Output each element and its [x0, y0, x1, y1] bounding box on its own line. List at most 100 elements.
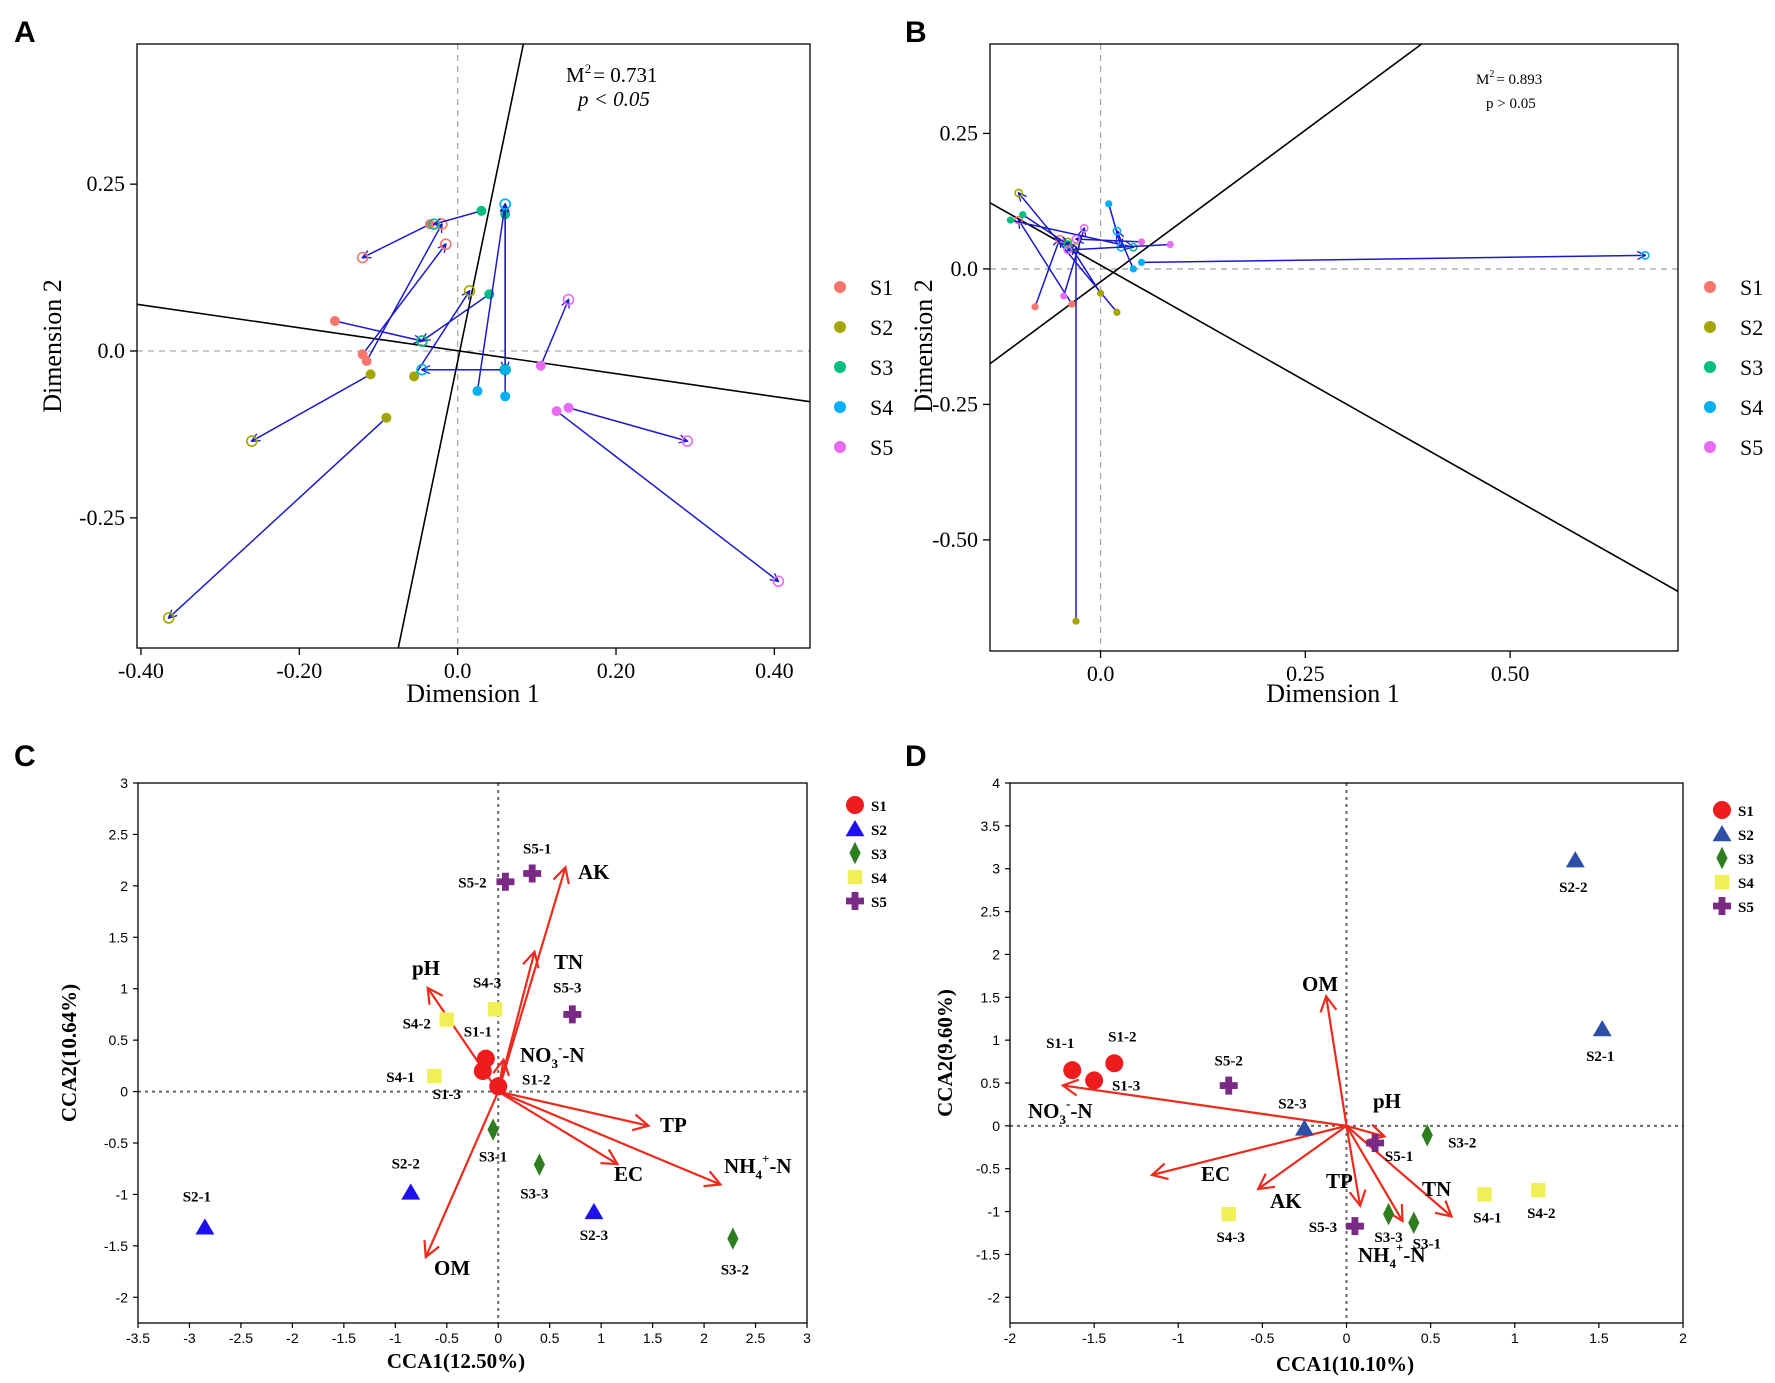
panel-c-sample-s4-1: [427, 1068, 442, 1084]
panel-b-y-tick-label-1: -0.50: [932, 527, 978, 552]
panel-c-legend-swatch-s5: [846, 892, 864, 910]
panel-a-legend-swatch-s3: [834, 361, 846, 373]
panel-a-point-s5-end-16: [772, 575, 785, 588]
panel-a-legend-label-s3: S3: [870, 355, 893, 380]
panel-a-point-s4-start-13: [500, 364, 511, 375]
panel-b-point-s2-start-4: [1072, 617, 1080, 625]
panel-d-sample-s2-3: [1294, 1119, 1314, 1136]
panel-b-point-s2-start-5: [1096, 289, 1105, 297]
panel-c-legend-label-s5: S5: [871, 895, 887, 911]
panel-b-point-s5-start-12: [1060, 292, 1068, 300]
panel-d-sample-s1-3: [1085, 1071, 1104, 1090]
panel-c-sample-label-s5-1: S5-1: [523, 842, 551, 858]
panel-b-x-tick-label-1: 0.0: [1087, 661, 1115, 686]
panel-a-legend: S1 S2 S3 S4 S5: [834, 275, 893, 460]
panel-d-sample-s3-2: [1421, 1124, 1433, 1147]
panel-d-sample-label-s1-2: S1-2: [1108, 1029, 1136, 1045]
panel-d-sample-s3-1: [1408, 1211, 1420, 1234]
panel-c-x-tick-label-8: 0: [494, 1330, 502, 1346]
panel-d-y-tick-label-1: -2: [988, 1289, 1001, 1305]
panel-b-legend-swatch-s5: [1704, 441, 1716, 453]
panel-a-rotation-line-2: [397, 43, 525, 649]
panel-b-y-tick-label-2: -0.25: [932, 391, 978, 416]
panel-a-x-tick-label-1: -0.40: [118, 658, 164, 683]
panel-d-legend-swatch-s1: [1713, 801, 1731, 819]
panel-d-y-tick-label-10: 2.5: [981, 904, 1001, 920]
panel-a-point-s4-end-13: [416, 363, 428, 376]
panel-a-procrustes-arrow-2: [365, 224, 442, 362]
panel-c-frame: [137, 782, 808, 1324]
panel-a-x-axis-title: Dimension 1: [406, 679, 540, 708]
panel-a-point-s2-start-7: [409, 371, 420, 382]
panel-a-point-s2-end-6: [162, 612, 175, 624]
env-label-no3-n: NO3--N: [520, 1040, 585, 1071]
panel-d-y-tick-label-6: 0.5: [981, 1075, 1001, 1091]
panel-c-sample-s3-1: [487, 1118, 499, 1141]
panel-c-y-tick-label-4: -0.5: [104, 1135, 128, 1151]
panel-d-sample-label-s4-2: S4-2: [1527, 1206, 1555, 1222]
panel-d-legend: S1 S2 S3 S4 S5: [1712, 801, 1754, 916]
panel-c-legend-swatch-s4: [847, 869, 863, 885]
panel-c-y-tick-label-11: 3: [120, 775, 128, 791]
panel-a: A -0.40 -0.20 0.0 0.20 0.40 -0.25 0.0 0.25 Dime…: [14, 16, 893, 708]
panel-b-point-s4-start-9: [1105, 200, 1113, 208]
panel-b-y-tick-label-3: 0.0: [951, 256, 979, 281]
panel-c-sample-label-s1-2: S1-2: [522, 1072, 550, 1088]
panel-a-legend-swatch-s4: [834, 401, 846, 413]
panel-c-legend-swatch-s1: [846, 796, 864, 814]
panel-d-env-arrow-tp: [1345, 1125, 1367, 1209]
panel-a-procrustes-arrow-14: [540, 300, 569, 366]
panel-c-y-tick-label-1: -2: [116, 1289, 129, 1305]
panel-c-sample-s3-2: [727, 1227, 739, 1250]
panel-c-x-axis-title: CCA1(12.50%): [387, 1349, 525, 1373]
panel-d-y-tick-label-2: -1.5: [976, 1246, 1000, 1262]
panel-a-procrustes-arrow-4: [363, 223, 431, 257]
env-label-nh4-n: NH4+-N: [1358, 1240, 1426, 1271]
panel-d-sample-s3-3: [1382, 1202, 1395, 1226]
panel-d-sample-s1-1: [1063, 1061, 1082, 1080]
panel-d-env-arrow-om: [1319, 993, 1348, 1127]
panel-c-legend-label-s4: S4: [871, 871, 887, 887]
panel-a-point-s5-end-15: [681, 435, 694, 447]
panel-a-point-s3-end-10: [416, 335, 428, 347]
panel-a-y-tick-label-3: 0.25: [87, 171, 126, 196]
panel-a-y-tick-label-2: 0.0: [98, 338, 126, 363]
panel-b-procrustes-arrow-6: [1010, 219, 1133, 247]
env-label-ph: pH: [1373, 1089, 1401, 1113]
panel-b-point-s2-end-3: [1014, 188, 1024, 198]
panel-b-legend-label-s1: S1: [1740, 275, 1763, 300]
panel-c-x-tick-label-3: -2.5: [229, 1330, 253, 1346]
panel-c-sample-label-s2-1: S2-1: [183, 1189, 211, 1205]
panel-b-procrustes-arrow-10: [1117, 231, 1135, 270]
panel-d-sample-s2-2: [1565, 851, 1585, 868]
panel-b-point-s4-start-10: [1129, 265, 1137, 273]
panel-c: C S1-1S1-2S1-3S2-1S2-2S2-3S3-1S3-2S3-3S4…: [14, 740, 887, 1373]
panel-d-sample-label-s3-2: S3-2: [1448, 1135, 1476, 1151]
panel-b-plot: 0.0 0.25 0.50 -0.50 -0.25 0.0 0.25: [932, 43, 1679, 686]
panel-c-sample-label-s5-2: S5-2: [458, 876, 486, 892]
panel-label-b: B: [905, 16, 927, 49]
panel-b-procrustes-arrow-2: [1019, 220, 1073, 305]
panel-d-sample-label-s1-3: S1-3: [1112, 1078, 1140, 1094]
panel-a-x-tick-label-5: 0.40: [755, 658, 794, 683]
panel-a-legend-swatch-s2: [834, 321, 846, 333]
panel-a-legend-label-s2: S2: [870, 315, 893, 340]
panel-a-procrustes-arrow-3: [362, 244, 446, 355]
panel-c-x-tick-label-6: -1: [389, 1330, 402, 1346]
panel-d-x-tick-label-2: -1.5: [1082, 1330, 1106, 1346]
panel-a-point-s4-end-12: [499, 198, 511, 210]
panel-a-y-axis-title: Dimension 2: [38, 279, 67, 413]
panel-a-procrustes-arrow-15: [568, 407, 688, 441]
panel-d-x-tick-label-9: 2: [1679, 1330, 1687, 1346]
panel-b-legend-label-s4: S4: [1740, 395, 1763, 420]
panel-b-procrustes-arrow-11: [1068, 243, 1171, 250]
panel-b-legend: S1 S2 S3 S4 S5: [1704, 275, 1763, 460]
panel-c-sample-s2-2: [401, 1183, 421, 1200]
panel-b-point-s4-end-8: [1640, 250, 1650, 260]
panel-c-legend-label-s2: S2: [871, 823, 887, 839]
panel-a-point-s5-start-15: [563, 402, 574, 413]
panel-a-point-s2-end-5: [246, 435, 258, 447]
panel-d-env-arrow-nh4-n: [1345, 1125, 1404, 1224]
panel-a-point-s3-start-8: [476, 205, 487, 216]
panel-d-y-tick-label-3: -1: [988, 1204, 1001, 1220]
